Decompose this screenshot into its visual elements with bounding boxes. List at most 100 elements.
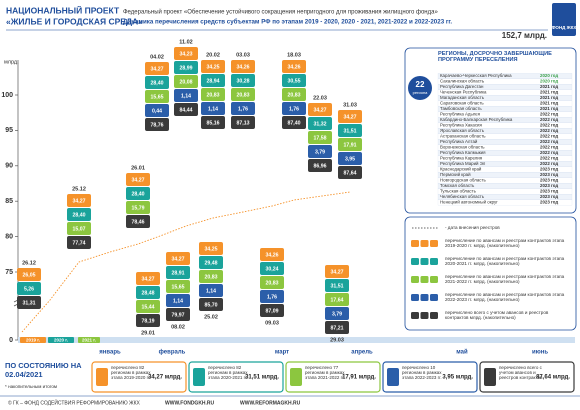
legend-swatch	[411, 294, 419, 301]
stage-box-label: 28,91	[172, 270, 185, 276]
stage-box-label: 30,28	[237, 78, 250, 84]
total: 152,7 млрд.	[502, 31, 547, 40]
stage-box	[338, 110, 362, 123]
stage-box	[325, 293, 349, 306]
legend-item: перечисление по авансам и реестрам контр…	[445, 274, 565, 285]
year-label: 2021 г.	[82, 338, 96, 343]
summary-box	[285, 361, 381, 393]
stage-box-label: 31,51	[344, 128, 357, 134]
stage-box	[231, 60, 255, 73]
footer-copyright: © ГК – ФОНД СОДЕЙСТВИЯ РЕФОРМИРОВАНИЮ ЖК…	[8, 398, 141, 406]
stage-box-label: 34,23	[180, 51, 193, 57]
summary-icon	[290, 368, 302, 386]
stage-box	[126, 173, 150, 186]
stage-box	[136, 314, 160, 327]
region-year: 2023 год	[540, 194, 558, 199]
month-label: февраль	[159, 349, 186, 356]
stage-box	[199, 256, 223, 269]
region-name: Тульская область	[440, 189, 477, 194]
region-count-label: региона	[413, 90, 429, 95]
region-row	[437, 78, 573, 85]
y-tick-label: 85	[5, 198, 13, 205]
region-name: Республика Калмыкия	[440, 150, 486, 155]
stage-box	[282, 116, 306, 129]
stage-box	[145, 76, 169, 89]
month-label: июнь	[532, 350, 548, 356]
summary-value: 17,91 млрд.	[342, 375, 376, 381]
stage-box	[67, 236, 91, 249]
stage-box	[145, 62, 169, 75]
summary-box	[91, 361, 187, 393]
timeline	[18, 337, 575, 343]
stage-box-label: 15,07	[73, 226, 86, 232]
legend-swatch	[430, 240, 438, 247]
region-row	[437, 172, 573, 178]
region-year: 2023 год	[540, 167, 558, 172]
summary-note-frame: * накопительным итогом	[5, 384, 58, 389]
stage-box-label: 31,31	[23, 300, 36, 306]
stage-box	[174, 47, 198, 60]
summary-icon	[193, 368, 205, 386]
logo: ФОНД ЖКХ	[552, 25, 577, 30]
region-row	[437, 95, 573, 101]
y-tick-label: 90	[5, 163, 13, 170]
stage-box-label: 15,44	[142, 304, 155, 310]
stage-box-label: 15,65	[172, 284, 185, 290]
stage-box	[325, 279, 349, 292]
trend-curve	[21, 191, 351, 333]
stage-box-label: 85,70	[205, 302, 218, 308]
stage-box	[338, 166, 362, 179]
column-date: 20.02	[206, 52, 220, 58]
region-row	[437, 150, 573, 156]
region-name: Магаданская область	[440, 95, 485, 100]
region-name: Республика Адыгея	[440, 112, 481, 117]
region-year: 2022 год	[540, 112, 558, 117]
stage-box-label: 28,40	[73, 212, 86, 218]
region-row	[437, 177, 573, 184]
legend-swatch	[420, 312, 429, 319]
stage-box	[174, 75, 198, 88]
stage-box	[126, 187, 150, 200]
stage-box-label: 34,27	[142, 276, 155, 282]
stage-box	[282, 88, 306, 101]
legend-item: перечисление по авансам и реестрам контр…	[445, 292, 565, 303]
summary-note: * накопительным итогом	[5, 384, 58, 389]
stage-box-label: 3,95	[345, 156, 355, 162]
stage-box	[126, 215, 150, 228]
legend-swatch	[420, 276, 429, 283]
summary-value: 3,95 млрд.	[442, 375, 473, 381]
stage-box	[199, 270, 223, 283]
y-tick-label: 75	[5, 269, 13, 276]
stage-box	[67, 194, 91, 207]
legend-swatch	[420, 294, 429, 301]
stage-box	[17, 268, 41, 281]
stage-box	[201, 88, 225, 101]
stage-box-label: 77,74	[73, 240, 86, 246]
stage-box	[17, 282, 41, 295]
legend-swatch	[420, 240, 429, 247]
stage-box	[67, 222, 91, 235]
summary-text: перечислено 82 регионам в рамках этапа 2…	[208, 365, 248, 381]
region-year: 2022 год	[540, 150, 558, 155]
region-row	[437, 139, 573, 145]
stage-box-label: 20,83	[205, 274, 218, 280]
count-circle	[408, 76, 432, 100]
region-name: Саратовская область	[440, 101, 484, 106]
stage-box-label: 30,55	[288, 78, 301, 84]
stage-box-label: 34,27	[73, 198, 86, 204]
stage-box	[308, 117, 332, 130]
stage-box	[282, 60, 306, 73]
stage-box-label: 78,46	[132, 219, 145, 225]
stage-box	[201, 74, 225, 87]
stage-box-label: 1,14	[173, 298, 183, 304]
year-box	[78, 337, 100, 343]
summary-value: 87,64 млрд.	[536, 375, 570, 381]
legend-swatch	[411, 258, 419, 265]
legend-item-frame: перечисление по авансам и реестрам контр…	[445, 292, 565, 303]
legend-item-frame: перечисление по авансам и реестрам контр…	[445, 256, 564, 266]
stage-box-label: 34,26	[237, 64, 250, 70]
region-name: Республика Марий Эл	[440, 161, 486, 166]
column-date: 04.02	[150, 54, 164, 60]
stage-box-label: 34,27	[331, 269, 344, 275]
stage-box	[231, 88, 255, 101]
